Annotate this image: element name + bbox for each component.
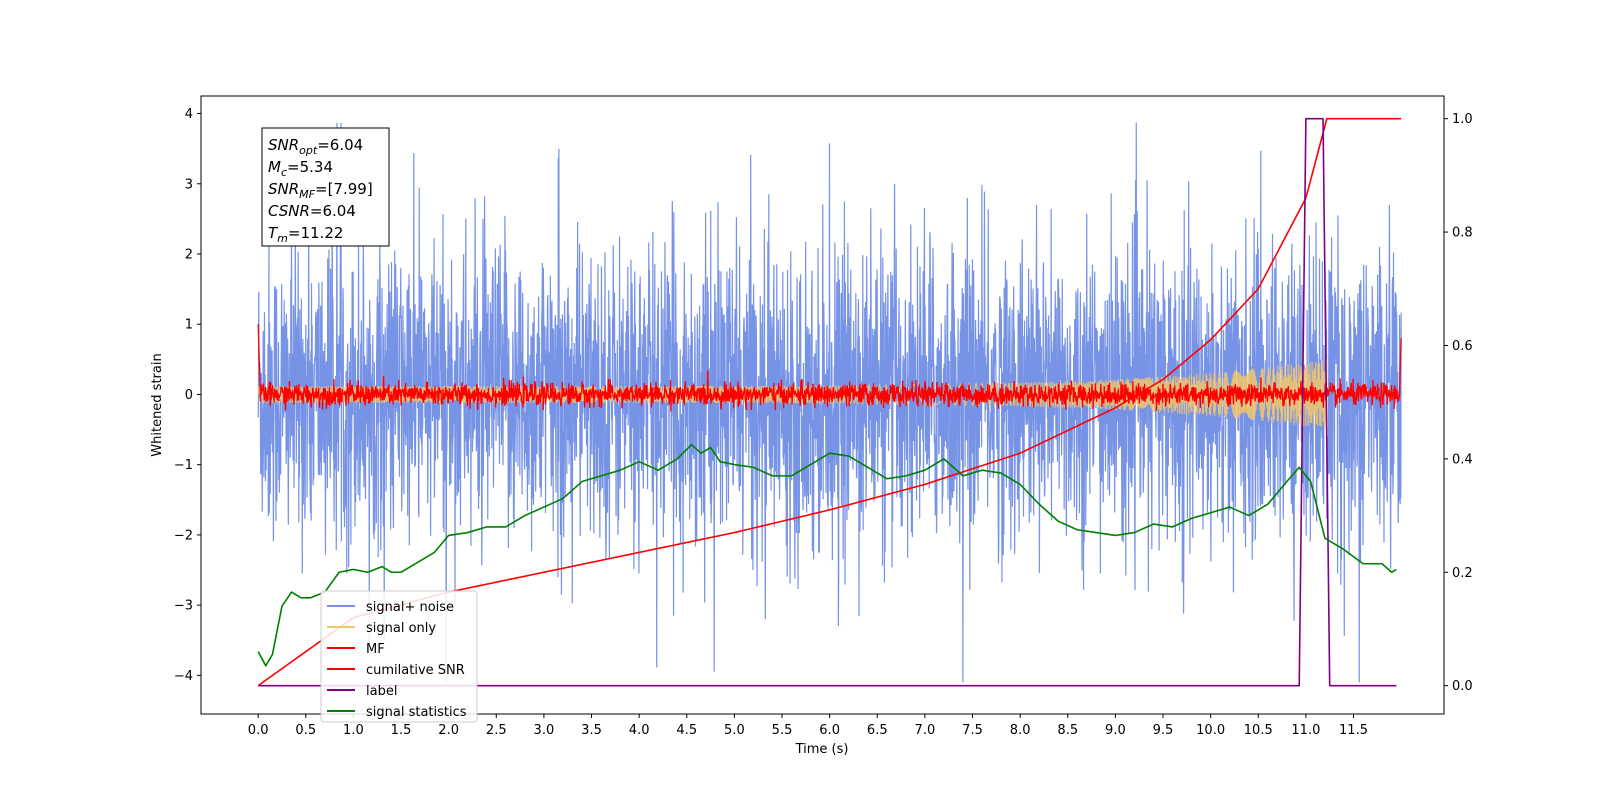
x-axis-label: Time (s) bbox=[795, 742, 849, 757]
x-tick-label: 0.0 bbox=[248, 723, 269, 738]
x-tick-label: 2.0 bbox=[438, 723, 459, 738]
legend-entry-label: signal only bbox=[366, 621, 436, 636]
y2-tick-label: 0.6 bbox=[1452, 339, 1473, 354]
x-tick-label: 1.0 bbox=[343, 723, 364, 738]
y-axis-label: Whitened strain bbox=[150, 353, 165, 456]
x-tick-label: 6.5 bbox=[867, 723, 888, 738]
x-tick-label: 2.5 bbox=[486, 723, 507, 738]
annotation-value: =6.04 bbox=[310, 202, 356, 220]
x-tick-label: 6.0 bbox=[819, 723, 840, 738]
series-mf bbox=[257, 324, 1402, 412]
y-tick-label: −4 bbox=[174, 669, 193, 684]
y2-tick-label: 1.0 bbox=[1452, 112, 1473, 127]
x-tick-label: 9.5 bbox=[1153, 723, 1174, 738]
y-tick-label: 4 bbox=[185, 107, 193, 122]
legend-frame bbox=[320, 590, 478, 723]
legend-entry-label: MF bbox=[366, 642, 385, 657]
x-tick-label: 10.5 bbox=[1244, 723, 1273, 738]
annotation-value: =[7.99] bbox=[315, 180, 373, 198]
annotation-value: =11.22 bbox=[288, 224, 344, 242]
x-tick-label: 3.0 bbox=[534, 723, 555, 738]
y-tick-label: −3 bbox=[174, 599, 193, 614]
annotation-subscript: MF bbox=[299, 188, 315, 201]
annotation-symbol: SNR bbox=[268, 136, 299, 154]
annotation-symbol: M bbox=[268, 158, 281, 176]
legend: signal+ noise signal only MF cumilative SNR… bbox=[320, 590, 478, 723]
stats-annotation-box: SNRopt=6.04Mc=5.34SNRMF=[7.99]CSNR=6.04T… bbox=[261, 127, 390, 247]
y-axis-left: −4 −3 −2 −1 0 1 2 3 4 bbox=[174, 107, 201, 684]
x-tick-label: 11.5 bbox=[1339, 723, 1368, 738]
x-tick-label: 7.5 bbox=[962, 723, 983, 738]
annotation-line: Tm=11.22 bbox=[268, 224, 343, 245]
y-tick-label: −1 bbox=[174, 458, 193, 473]
y2-tick-label: 0.0 bbox=[1452, 679, 1473, 694]
x-axis: 0.0 0.5 1.0 1.5 2.0 2.5 3.0 3.5 4.0 4.5 5.0 5.5 6.0 6… bbox=[248, 714, 1368, 738]
x-tick-label: 4.0 bbox=[629, 723, 650, 738]
annotation-line: SNRopt=6.04 bbox=[268, 136, 363, 157]
annotation-subscript: opt bbox=[299, 144, 318, 157]
x-tick-label: 7.0 bbox=[915, 723, 936, 738]
y-tick-label: 1 bbox=[185, 318, 193, 333]
y2-tick-label: 0.4 bbox=[1452, 452, 1473, 467]
x-tick-label: 0.5 bbox=[295, 723, 316, 738]
annotation-value: =6.04 bbox=[317, 136, 363, 154]
annotation-line: Mc=5.34 bbox=[268, 158, 333, 179]
x-tick-label: 3.5 bbox=[581, 723, 602, 738]
annotation-symbol: SNR bbox=[268, 180, 299, 198]
legend-entry-label: signal statistics bbox=[366, 705, 467, 720]
x-tick-label: 9.0 bbox=[1105, 723, 1126, 738]
annotation-line: CSNR=6.04 bbox=[268, 202, 356, 220]
y-tick-label: 2 bbox=[185, 248, 193, 263]
x-tick-label: 5.0 bbox=[724, 723, 745, 738]
y-tick-label: 0 bbox=[185, 388, 193, 403]
series-label bbox=[258, 117, 1397, 687]
axes-frame bbox=[200, 95, 1445, 715]
y-axis-right: 0.0 0.2 0.4 0.6 0.8 1.0 bbox=[1444, 112, 1473, 694]
x-tick-label: 5.5 bbox=[772, 723, 793, 738]
legend-entry-label: label bbox=[366, 684, 397, 699]
x-tick-label: 8.0 bbox=[1010, 723, 1031, 738]
x-tick-label: 8.5 bbox=[1057, 723, 1078, 738]
y-tick-label: 3 bbox=[185, 177, 193, 192]
legend-entry-label: signal+ noise bbox=[366, 600, 454, 615]
annotation-symbol: T bbox=[268, 224, 279, 242]
x-tick-label: 10.0 bbox=[1196, 723, 1225, 738]
annotation-subscript: c bbox=[281, 166, 287, 179]
y2-tick-label: 0.8 bbox=[1452, 226, 1473, 241]
annotation-value: =5.34 bbox=[287, 158, 333, 176]
x-tick-label: 11.0 bbox=[1291, 723, 1320, 738]
x-tick-label: 1.5 bbox=[391, 723, 412, 738]
annotation-subscript: m bbox=[277, 232, 288, 245]
series-signal-statistics bbox=[257, 443, 1397, 667]
x-tick-label: 4.5 bbox=[676, 723, 697, 738]
annotation-frame bbox=[261, 127, 390, 247]
y-tick-label: −2 bbox=[174, 528, 193, 543]
y2-tick-label: 0.2 bbox=[1452, 566, 1473, 581]
annotation-symbol: CSNR bbox=[268, 202, 310, 220]
annotation-line: SNRMF=[7.99] bbox=[268, 180, 373, 201]
legend-entry-label: cumilative SNR bbox=[366, 663, 465, 678]
